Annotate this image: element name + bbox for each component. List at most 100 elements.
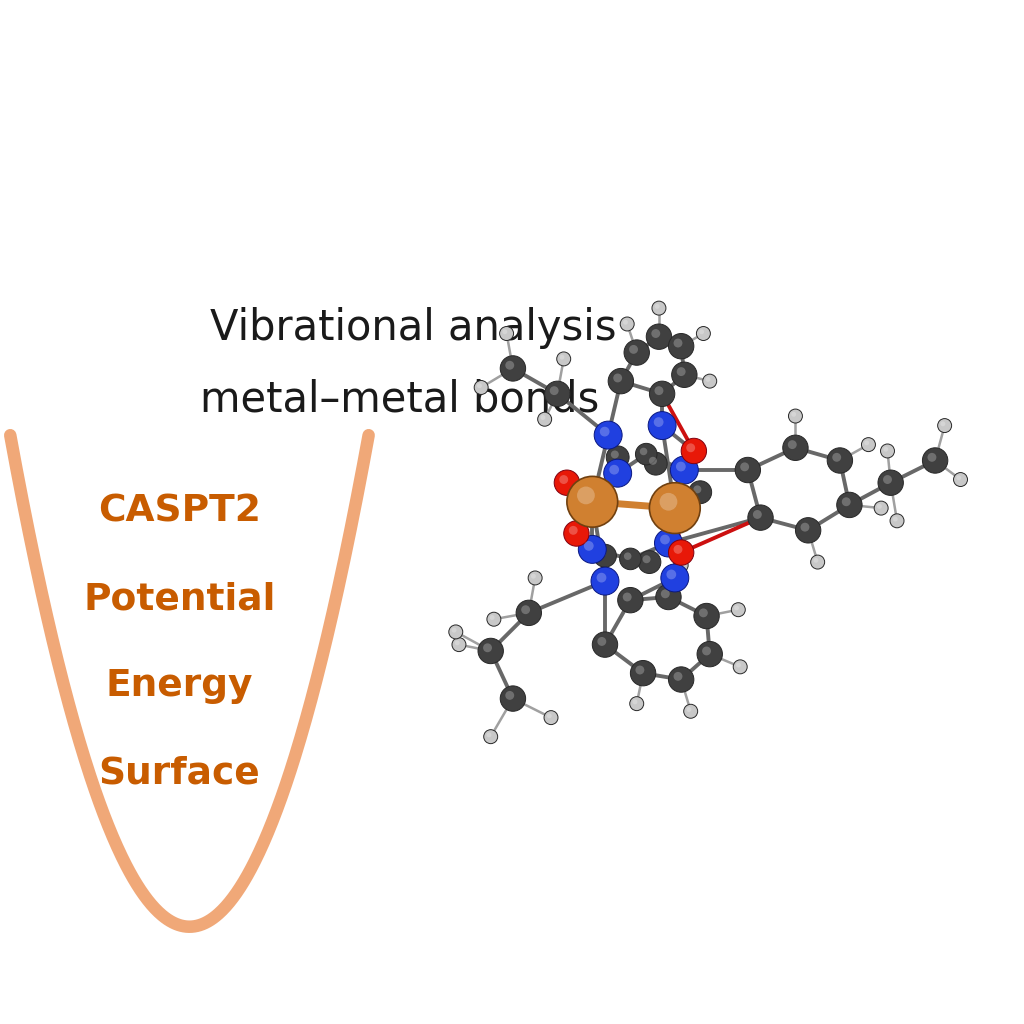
Circle shape	[694, 603, 719, 629]
Circle shape	[629, 345, 638, 354]
Circle shape	[877, 504, 882, 509]
Circle shape	[699, 608, 708, 617]
Circle shape	[787, 440, 797, 450]
Circle shape	[881, 444, 895, 458]
Circle shape	[686, 708, 691, 712]
Circle shape	[452, 638, 466, 651]
Circle shape	[833, 453, 841, 462]
Circle shape	[827, 447, 853, 473]
Circle shape	[782, 435, 808, 461]
Circle shape	[654, 304, 659, 309]
Circle shape	[544, 711, 558, 725]
Circle shape	[883, 475, 892, 484]
Circle shape	[579, 536, 606, 563]
Circle shape	[568, 526, 578, 535]
Circle shape	[594, 421, 623, 450]
Circle shape	[613, 374, 623, 382]
Circle shape	[557, 352, 570, 366]
Circle shape	[646, 324, 672, 349]
Circle shape	[597, 637, 606, 646]
Circle shape	[740, 463, 750, 471]
Circle shape	[624, 552, 632, 560]
Circle shape	[676, 462, 686, 471]
Circle shape	[669, 334, 694, 359]
Circle shape	[874, 501, 888, 515]
Circle shape	[545, 381, 570, 407]
Circle shape	[702, 374, 717, 388]
Circle shape	[660, 564, 689, 592]
Circle shape	[633, 699, 637, 705]
Circle shape	[654, 386, 664, 395]
Circle shape	[644, 453, 668, 475]
Circle shape	[505, 360, 514, 370]
Circle shape	[550, 386, 559, 395]
Text: Potential: Potential	[83, 581, 275, 617]
Circle shape	[653, 417, 664, 427]
Circle shape	[477, 383, 482, 388]
Circle shape	[559, 475, 568, 484]
Circle shape	[630, 696, 644, 711]
Circle shape	[452, 628, 457, 633]
Circle shape	[681, 438, 707, 464]
Circle shape	[500, 355, 525, 381]
Circle shape	[788, 409, 803, 423]
Circle shape	[505, 691, 514, 699]
Circle shape	[696, 327, 711, 341]
Circle shape	[667, 569, 676, 580]
Circle shape	[486, 612, 501, 627]
Circle shape	[449, 625, 463, 639]
Circle shape	[674, 672, 682, 681]
Circle shape	[864, 440, 869, 445]
Circle shape	[706, 377, 711, 382]
Circle shape	[591, 567, 618, 595]
Circle shape	[652, 301, 666, 315]
Circle shape	[748, 505, 773, 530]
Circle shape	[623, 319, 628, 325]
Circle shape	[528, 571, 542, 585]
Circle shape	[648, 412, 676, 439]
Text: Vibrational analysis: Vibrational analysis	[210, 306, 616, 349]
Circle shape	[578, 486, 595, 504]
Circle shape	[617, 588, 643, 612]
Circle shape	[636, 443, 657, 465]
Circle shape	[693, 485, 701, 494]
Circle shape	[651, 329, 660, 338]
Circle shape	[531, 573, 536, 579]
Circle shape	[567, 476, 617, 527]
Text: CASPT2: CASPT2	[97, 494, 261, 530]
Circle shape	[604, 459, 632, 487]
Circle shape	[702, 646, 711, 655]
Circle shape	[660, 590, 670, 598]
Circle shape	[474, 381, 488, 394]
Circle shape	[483, 643, 492, 652]
Circle shape	[861, 437, 876, 452]
Circle shape	[483, 730, 498, 743]
Circle shape	[677, 561, 682, 566]
Circle shape	[568, 494, 591, 516]
Circle shape	[500, 327, 514, 341]
Circle shape	[547, 714, 552, 718]
Circle shape	[649, 381, 675, 407]
Circle shape	[655, 585, 681, 609]
Circle shape	[672, 362, 697, 387]
Circle shape	[659, 493, 677, 511]
Circle shape	[649, 457, 657, 465]
Circle shape	[689, 481, 712, 504]
Text: Energy: Energy	[105, 668, 253, 705]
Circle shape	[600, 427, 609, 436]
Circle shape	[620, 548, 641, 569]
Circle shape	[878, 470, 903, 496]
Circle shape	[735, 458, 761, 482]
Circle shape	[801, 522, 809, 531]
Circle shape	[489, 615, 495, 620]
Circle shape	[584, 541, 594, 551]
Circle shape	[923, 447, 948, 473]
Circle shape	[500, 686, 525, 712]
Circle shape	[660, 535, 670, 545]
Circle shape	[928, 453, 936, 462]
Circle shape	[563, 521, 589, 546]
Circle shape	[733, 659, 748, 674]
Circle shape	[893, 517, 898, 521]
Circle shape	[684, 705, 697, 718]
Circle shape	[503, 330, 507, 334]
